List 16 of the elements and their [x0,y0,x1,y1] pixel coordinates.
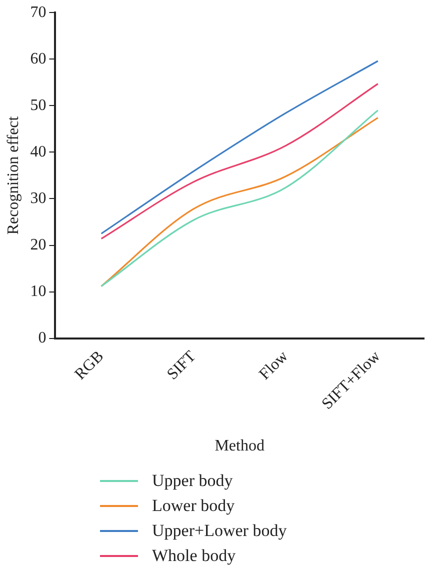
y-tick-label: 0 [38,330,46,347]
line-series [100,60,379,234]
x-axis-title: Method [214,438,264,455]
y-tick-label: 70 [30,4,46,21]
y-tick-label: 60 [30,50,46,68]
y-tick-label: 40 [30,143,46,160]
y-tick-label: 50 [30,96,46,114]
y-axis-title: Recognition effect [4,116,22,235]
legend-label: Whole body [152,546,236,566]
y-tick-label: 10 [30,282,46,300]
y-tick-label: 20 [30,236,46,254]
line-series [100,82,379,240]
y-tick-label: 30 [30,190,46,207]
legend-label: Upper body [152,470,233,490]
legend-label: Lower body [152,496,235,516]
legend-label: Upper+Lower body [152,520,287,540]
